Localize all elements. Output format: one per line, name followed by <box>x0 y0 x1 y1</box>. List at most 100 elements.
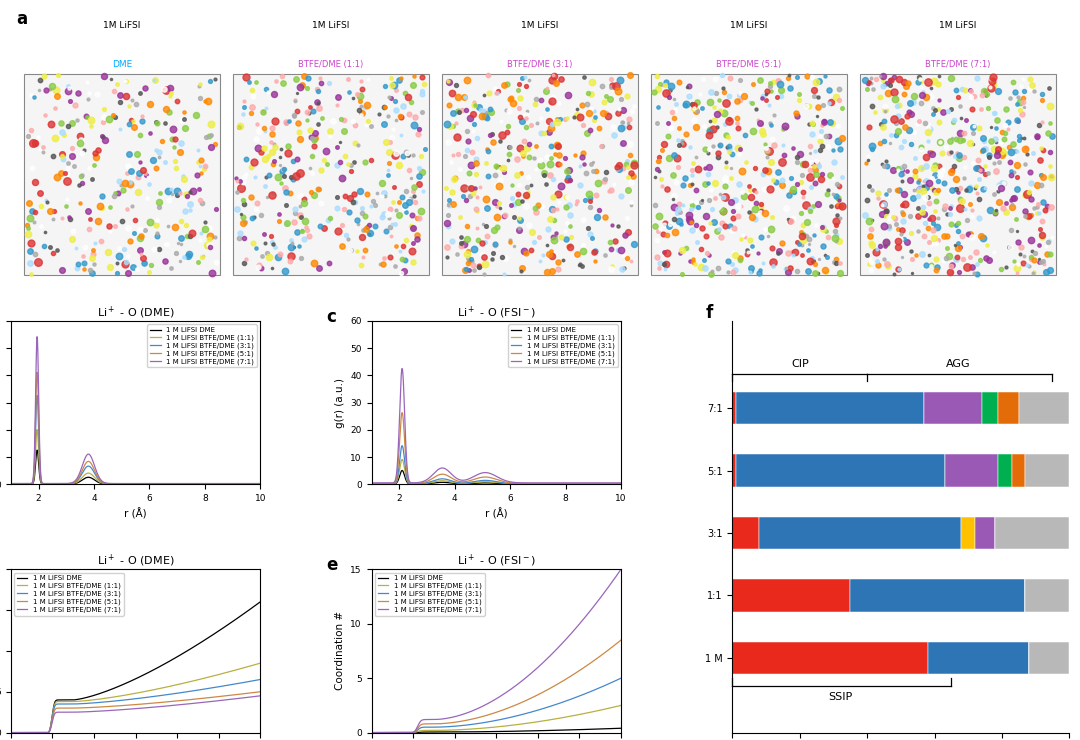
1 M LiFSI BTFE/DME (3:1) <box>137 693 150 702</box>
1 M LiFSI BTFE/DME (7:1) <box>532 479 545 488</box>
Text: 1M LiFSI: 1M LiFSI <box>104 21 140 30</box>
Bar <box>759 517 961 549</box>
X-axis label: r (Å): r (Å) <box>485 508 508 520</box>
1 M LiFSI BTFE/DME (7:1) <box>254 479 267 488</box>
Line: 1 M LiFSI BTFE/DME (7:1): 1 M LiFSI BTFE/DME (7:1) <box>372 369 621 483</box>
Text: 1M LiFSI: 1M LiFSI <box>730 21 768 30</box>
1 M LiFSI BTFE/DME (1:1) <box>604 704 617 713</box>
Bar <box>732 454 735 487</box>
1 M LiFSI DME <box>553 480 566 488</box>
1 M LiFSI BTFE/DME (7:1) <box>254 691 267 700</box>
1 M LiFSI BTFE/DME (3:1) <box>611 676 624 684</box>
1 M LiFSI BTFE/DME (1:1) <box>49 480 62 488</box>
1 M LiFSI DME <box>604 724 617 733</box>
1 M LiFSI BTFE/DME (5:1) <box>498 705 511 714</box>
Line: 1 M LiFSI BTFE/DME (5:1): 1 M LiFSI BTFE/DME (5:1) <box>372 413 621 483</box>
Bar <box>924 392 982 425</box>
Bar <box>732 579 850 611</box>
Text: SSIP: SSIP <box>828 692 852 702</box>
1 M LiFSI BTFE/DME (7:1) <box>365 728 378 737</box>
Bar <box>999 392 1018 425</box>
1 M LiFSI BTFE/DME (3:1) <box>4 480 17 488</box>
1 M LiFSI BTFE/DME (3:1) <box>430 475 443 484</box>
1 M LiFSI BTFE/DME (1:1) <box>615 701 627 710</box>
1 M LiFSI BTFE/DME (5:1) <box>611 639 624 648</box>
1 M LiFSI BTFE/DME (3:1) <box>532 480 545 488</box>
1 M LiFSI DME <box>172 480 185 488</box>
1 M LiFSI BTFE/DME (1:1) <box>532 480 545 488</box>
1 M LiFSI DME <box>513 480 526 488</box>
Bar <box>928 642 1029 674</box>
1 M LiFSI BTFE/DME (7:1) <box>49 479 62 488</box>
Bar <box>850 579 1025 611</box>
1 M LiFSI BTFE/DME (7:1) <box>615 479 627 488</box>
1 M LiFSI BTFE/DME (5:1) <box>251 687 264 696</box>
1 M LiFSI BTFE/DME (3:1) <box>172 480 185 488</box>
1 M LiFSI BTFE/DME (7:1) <box>611 570 624 579</box>
Bar <box>945 454 999 487</box>
Line: 1 M LiFSI BTFE/DME (3:1): 1 M LiFSI BTFE/DME (3:1) <box>372 445 621 484</box>
Line: 1 M LiFSI BTFE/DME (7:1): 1 M LiFSI BTFE/DME (7:1) <box>11 337 260 483</box>
1 M LiFSI DME <box>365 480 378 488</box>
1 M LiFSI BTFE/DME (1:1) <box>512 720 525 729</box>
1 M LiFSI BTFE/DME (5:1) <box>365 479 378 488</box>
1 M LiFSI BTFE/DME (1:1) <box>151 480 164 488</box>
Bar <box>999 454 1012 487</box>
1 M LiFSI DME <box>481 727 494 736</box>
Text: 1M LiFSI: 1M LiFSI <box>940 21 976 30</box>
1 M LiFSI BTFE/DME (7:1) <box>512 679 525 687</box>
Text: 1M LiFSI: 1M LiFSI <box>312 21 350 30</box>
Line: 1 M LiFSI BTFE/DME (5:1): 1 M LiFSI BTFE/DME (5:1) <box>11 372 260 484</box>
1 M LiFSI BTFE/DME (1:1) <box>118 480 131 488</box>
1 M LiFSI DME <box>365 728 378 737</box>
1 M LiFSI DME <box>120 679 133 687</box>
1 M LiFSI BTFE/DME (3:1) <box>365 728 378 737</box>
Line: 1 M LiFSI BTFE/DME (5:1): 1 M LiFSI BTFE/DME (5:1) <box>11 692 260 733</box>
Bar <box>1012 454 1025 487</box>
1 M LiFSI BTFE/DME (1:1) <box>615 480 627 488</box>
1 M LiFSI BTFE/DME (1:1) <box>582 480 595 488</box>
1 M LiFSI BTFE/DME (5:1) <box>4 728 17 737</box>
Text: c: c <box>327 308 337 326</box>
1 M LiFSI BTFE/DME (5:1) <box>365 728 378 737</box>
Line: 1 M LiFSI BTFE/DME (1:1): 1 M LiFSI BTFE/DME (1:1) <box>372 460 621 484</box>
1 M LiFSI DME <box>69 479 82 488</box>
Text: f: f <box>705 304 713 323</box>
Title: Li$^+$ - O (DME): Li$^+$ - O (DME) <box>97 305 174 321</box>
1 M LiFSI BTFE/DME (1:1) <box>432 726 445 735</box>
1 M LiFSI BTFE/DME (3:1) <box>118 480 131 488</box>
1 M LiFSI BTFE/DME (7:1) <box>172 479 185 488</box>
1 M LiFSI BTFE/DME (5:1) <box>30 368 43 377</box>
1 M LiFSI BTFE/DME (5:1) <box>430 471 443 480</box>
1 M LiFSI BTFE/DME (3:1) <box>49 480 62 488</box>
1 M LiFSI BTFE/DME (7:1) <box>365 479 378 488</box>
1 M LiFSI DME <box>4 480 17 488</box>
1 M LiFSI BTFE/DME (5:1) <box>582 479 595 488</box>
1 M LiFSI BTFE/DME (3:1) <box>481 718 494 727</box>
1 M LiFSI BTFE/DME (1:1) <box>430 477 443 486</box>
1 M LiFSI BTFE/DME (7:1) <box>581 479 594 488</box>
1 M LiFSI BTFE/DME (7:1) <box>513 478 526 487</box>
Legend: 1 M LiFSI DME, 1 M LiFSI BTFE/DME (1:1), 1 M LiFSI BTFE/DME (3:1), 1 M LiFSI BTF: 1 M LiFSI DME, 1 M LiFSI BTFE/DME (1:1),… <box>509 324 618 368</box>
1 M LiFSI DME <box>118 480 131 488</box>
1 M LiFSI BTFE/DME (7:1) <box>120 705 133 714</box>
1 M LiFSI DME <box>430 478 443 487</box>
1 M LiFSI BTFE/DME (7:1) <box>481 700 494 709</box>
1 M LiFSI BTFE/DME (5:1) <box>4 480 17 488</box>
Text: e: e <box>327 556 338 574</box>
1 M LiFSI DME <box>71 695 84 704</box>
1 M LiFSI DME <box>582 480 595 488</box>
1 M LiFSI BTFE/DME (5:1) <box>192 480 205 488</box>
1 M LiFSI BTFE/DME (7:1) <box>430 467 443 476</box>
1 M LiFSI BTFE/DME (1:1) <box>120 690 133 699</box>
1 M LiFSI BTFE/DME (1:1) <box>4 480 17 488</box>
1 M LiFSI BTFE/DME (5:1) <box>615 479 627 488</box>
Line: 1 M LiFSI BTFE/DME (1:1): 1 M LiFSI BTFE/DME (1:1) <box>11 663 260 733</box>
1 M LiFSI DME <box>615 724 627 733</box>
1 M LiFSI DME <box>254 597 267 606</box>
Title: Li$^+$ - O (DME): Li$^+$ - O (DME) <box>97 553 174 569</box>
1 M LiFSI DME <box>532 480 545 488</box>
1 M LiFSI DME <box>4 728 17 737</box>
1 M LiFSI DME <box>254 480 267 488</box>
Line: 1 M LiFSI BTFE/DME (3:1): 1 M LiFSI BTFE/DME (3:1) <box>372 678 621 733</box>
